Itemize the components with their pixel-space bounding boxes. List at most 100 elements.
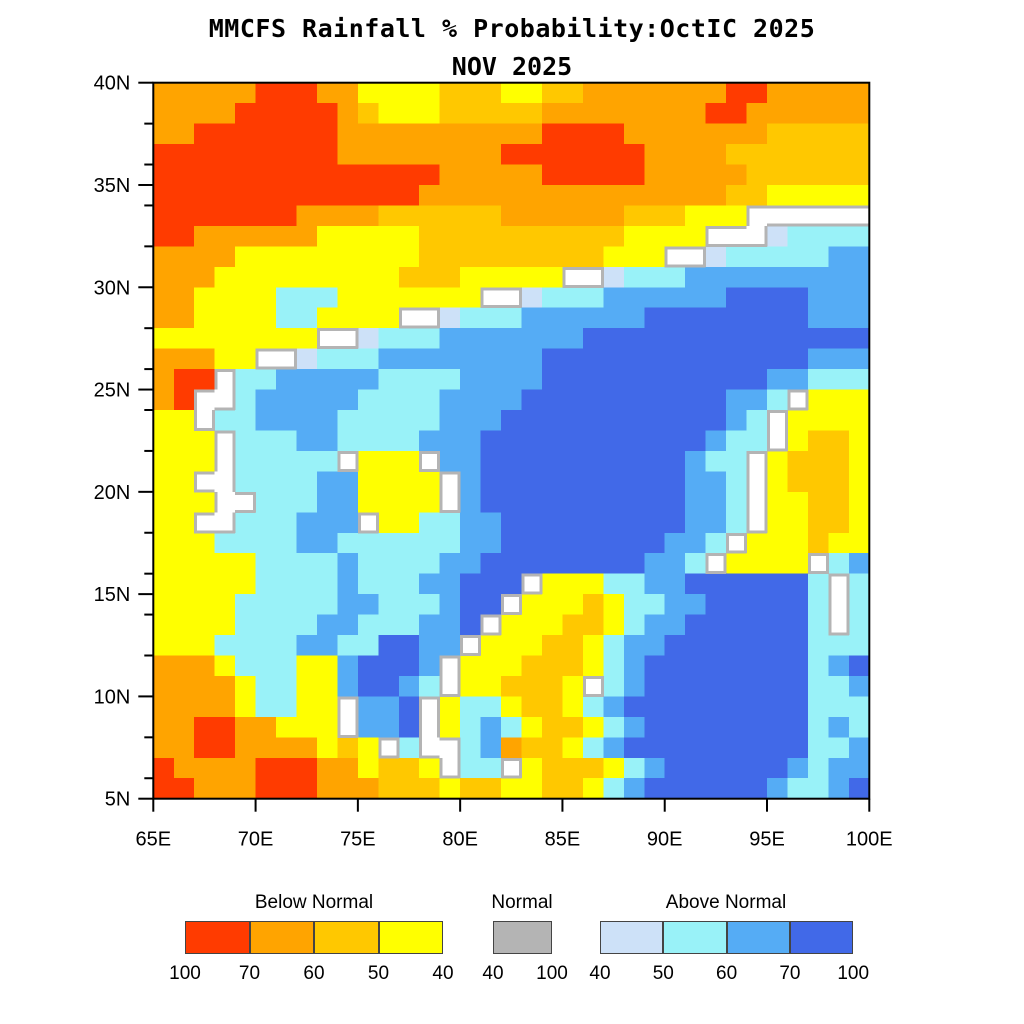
grid-cell <box>460 471 482 493</box>
grid-cell <box>296 430 318 452</box>
legend-label-normal: Normal <box>491 892 553 913</box>
legend-below-tick-label: 50 <box>367 963 390 984</box>
grid-cell <box>787 512 809 534</box>
grid-cell <box>460 225 482 247</box>
grid-cell <box>214 471 236 493</box>
grid-cell <box>705 675 727 698</box>
grid-cell <box>439 573 461 595</box>
grid-cell <box>235 266 257 288</box>
grid-cell <box>603 328 625 350</box>
grid-cell <box>848 696 870 718</box>
grid-cell <box>378 614 400 636</box>
grid-cell <box>807 389 829 411</box>
legend-above-tick-label: 70 <box>779 963 801 984</box>
grid-cell <box>419 103 441 125</box>
grid-cell <box>705 553 727 575</box>
grid-cell <box>276 675 298 698</box>
grid-cell <box>582 594 604 616</box>
grid-cell <box>623 123 645 145</box>
chart-subtitle: NOV 2025 <box>451 52 573 81</box>
grid-cell <box>746 737 768 759</box>
grid-cell <box>398 696 420 718</box>
grid-cell <box>541 778 564 799</box>
grid-cell <box>153 205 175 227</box>
grid-cell <box>214 389 236 411</box>
grid-cell <box>521 348 543 370</box>
grid-cell <box>173 675 195 698</box>
grid-cell <box>276 410 298 432</box>
grid-cell <box>501 246 523 268</box>
grid-cell <box>214 491 236 513</box>
grid-cell <box>296 266 318 288</box>
grid-cell <box>746 778 768 799</box>
grid-cell <box>521 655 543 677</box>
grid-cell <box>214 287 236 309</box>
grid-cell <box>357 205 379 227</box>
grid-cell <box>705 716 727 738</box>
grid-cell <box>316 144 339 166</box>
grid-cell <box>173 512 195 534</box>
grid-cell <box>562 144 584 166</box>
grid-cell <box>767 778 789 799</box>
grid-cell <box>644 144 666 166</box>
grid-cell <box>316 471 339 493</box>
grid-cell <box>398 266 420 288</box>
grid-cell <box>460 246 482 268</box>
grid-cell <box>582 287 604 309</box>
grid-cell <box>214 205 236 227</box>
grid-cell <box>664 696 686 718</box>
grid-cell <box>153 471 175 493</box>
grid-cell <box>357 82 379 104</box>
grid-cell <box>787 471 809 493</box>
grid-cell <box>460 594 482 616</box>
grid-cell <box>419 82 441 104</box>
grid-cell <box>807 103 829 125</box>
grid-cell <box>194 757 216 779</box>
grid-cell <box>296 757 318 779</box>
grid-cell <box>357 246 379 268</box>
grid-cell <box>828 246 850 268</box>
grid-cell <box>807 369 829 391</box>
grid-cell <box>255 82 277 104</box>
grid-cell <box>521 225 543 247</box>
grid-cell <box>398 410 420 432</box>
grid-cell <box>255 635 277 657</box>
grid-cell <box>623 266 645 288</box>
grid-cell <box>153 430 175 452</box>
grid-cell <box>521 123 543 145</box>
grid-cell <box>644 471 666 493</box>
grid-cell <box>255 655 277 677</box>
grid-cell <box>276 369 298 391</box>
grid-cell <box>194 328 216 350</box>
grid-cell <box>378 103 400 125</box>
grid-cell <box>807 614 829 636</box>
grid-cell <box>194 307 216 329</box>
grid-cell <box>419 307 441 329</box>
grid-cell <box>644 573 666 595</box>
grid-cell <box>378 144 400 166</box>
grid-cell <box>214 737 236 759</box>
grid-cell <box>276 184 298 207</box>
grid-cell <box>255 144 277 166</box>
grid-cell <box>582 307 604 329</box>
grid-cell <box>787 123 809 145</box>
grid-cell <box>337 696 359 718</box>
grid-cell <box>439 471 461 493</box>
grid-cell <box>848 144 870 166</box>
grid-cell <box>439 103 461 125</box>
grid-cell <box>767 103 789 125</box>
grid-cell <box>828 184 850 207</box>
grid-cell <box>787 369 809 391</box>
grid-cell <box>521 512 543 534</box>
grid-cell <box>153 450 175 472</box>
grid-cell <box>153 287 175 309</box>
grid-cell <box>664 328 686 350</box>
grid-cell <box>480 471 502 493</box>
grid-cell <box>644 184 666 207</box>
grid-cell <box>480 675 502 698</box>
grid-cell <box>214 716 236 738</box>
grid-cell <box>153 246 175 268</box>
grid-cell <box>685 348 707 370</box>
grid-cell <box>848 737 870 759</box>
legend-above-box <box>726 921 790 954</box>
